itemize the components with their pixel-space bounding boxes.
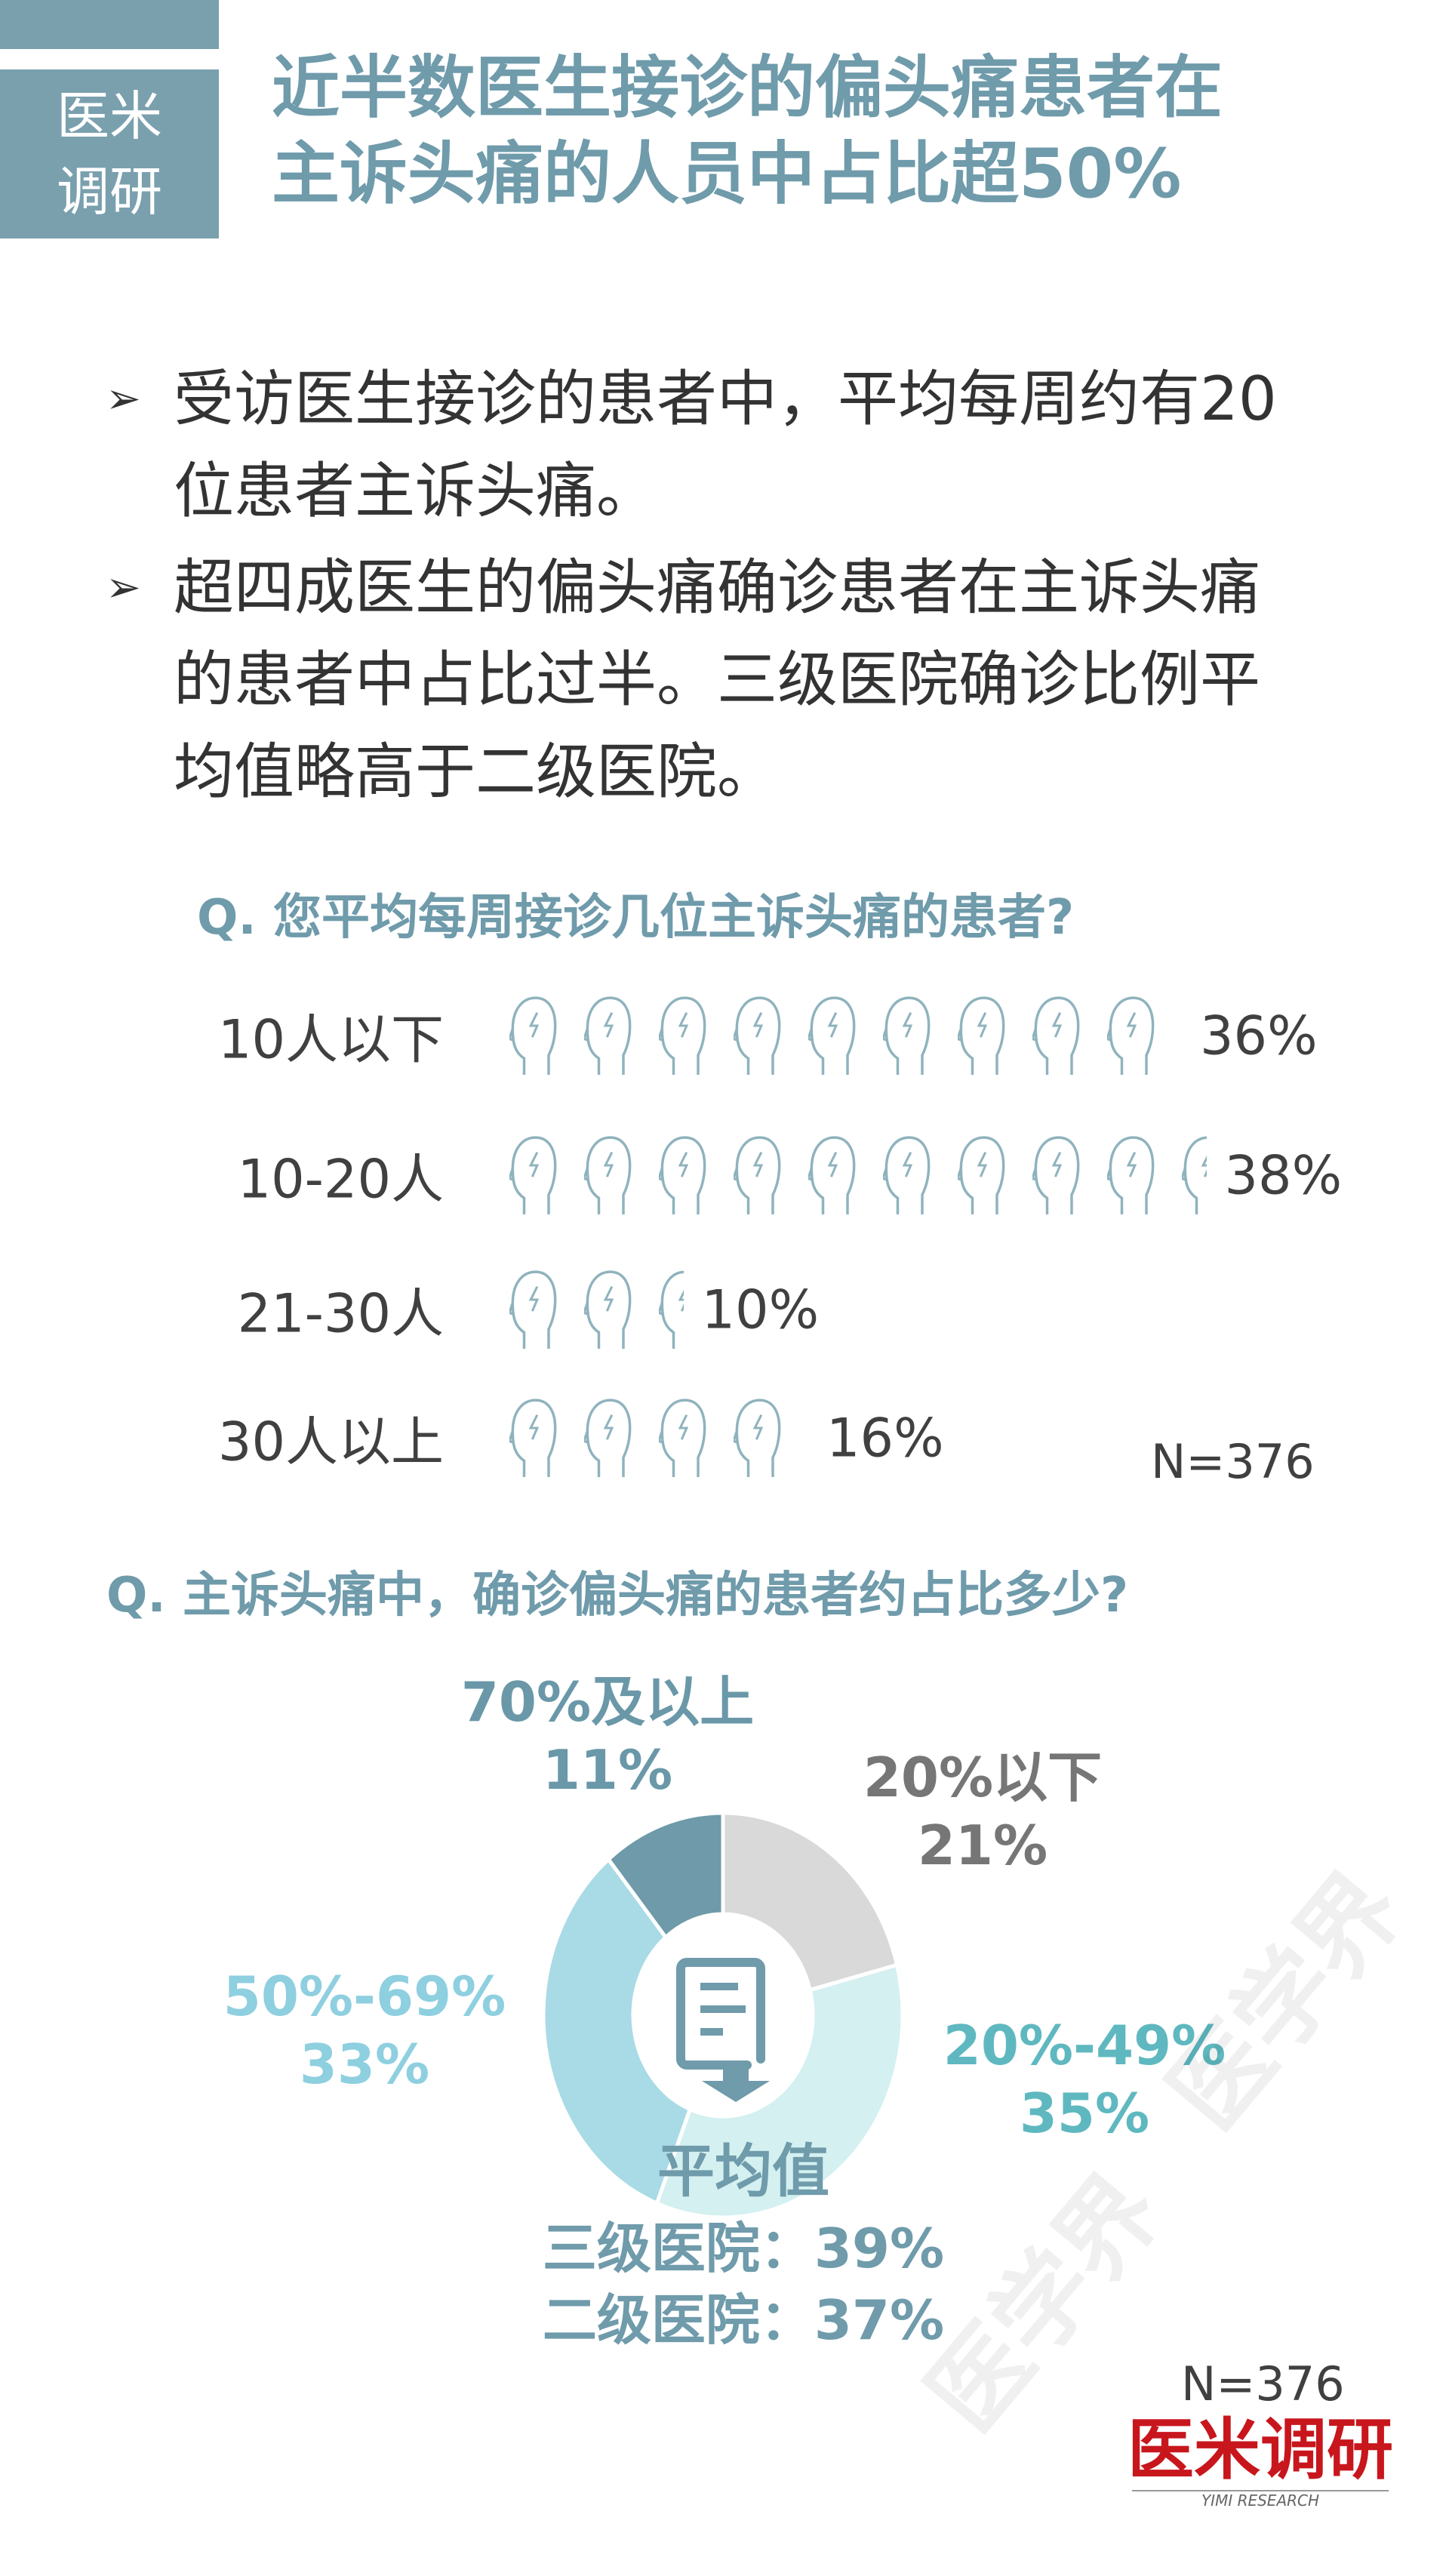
bullet-line: 的患者中占比过半。三级医院确诊比例平 (174, 645, 1260, 715)
head-lightning-icon (659, 1133, 708, 1218)
icon-row: 36% (509, 993, 1318, 1079)
sample-size-1: N=376 (1151, 1434, 1315, 1489)
title-line: 近半数医生接诊的偏头痛患者在 (272, 48, 1223, 128)
top-bar (0, 0, 219, 49)
head-lightning-icon (1032, 1133, 1081, 1218)
page-title: 近半数医生接诊的偏头痛患者在 主诉头痛的人员中占比超50% (272, 45, 1223, 217)
head-lightning-icon (1032, 993, 1081, 1079)
head-lightning-icon (958, 1133, 1007, 1218)
head-lightning-icon (584, 1267, 633, 1353)
slice-value: 33% (299, 2033, 430, 2096)
bullet-line: 位患者主诉头痛。 (174, 456, 657, 526)
slice-name: 70%及以上 (460, 1670, 755, 1734)
head-lightning-icon (509, 1267, 558, 1353)
row-value: 16% (826, 1407, 944, 1469)
row-value: 36% (1200, 1005, 1318, 1066)
head-lightning-icon (584, 1396, 633, 1481)
row-label: 10人以下 (217, 1008, 444, 1071)
row-value: 10% (701, 1279, 820, 1340)
slice-value: 11% (542, 1738, 673, 1802)
head-lightning-icon (1107, 1133, 1156, 1218)
head-lightning-icon (734, 993, 783, 1079)
head-lightning-icon (883, 993, 932, 1079)
head-lightning-icon (883, 1133, 932, 1218)
head-lightning-icon (734, 1133, 783, 1218)
average-secondary: 二级医院：37% (542, 2288, 945, 2352)
bullet-2: ➢ 超四成医生的偏头痛确诊患者在主诉头痛 的患者中占比过半。三级医院确诊比例平 … (106, 542, 1260, 818)
head-lightning-icon (808, 993, 857, 1079)
average-tertiary: 三级医院：39% (542, 2217, 945, 2280)
head-lightning-icon (659, 1267, 684, 1353)
slice-label: 20%以下 21% (863, 1743, 1102, 1879)
question-2: Q. 主诉头痛中，确诊偏头痛的患者约占比多少? (106, 1568, 1129, 1623)
average-title: 平均值 (657, 2137, 829, 2205)
icon-row: 38% (509, 1133, 1342, 1218)
slice-label: 70%及以上 11% (461, 1668, 754, 1804)
slice-value: 35% (1019, 2082, 1150, 2145)
head-lightning-icon (1182, 1133, 1207, 1218)
slice-name: 50%-69% (223, 1965, 506, 2028)
tag-line: 调研 (57, 161, 162, 223)
slice-name: 20%以下 (863, 1746, 1103, 1809)
row-label: 21-30人 (237, 1282, 444, 1345)
donut-slice (721, 1811, 900, 1993)
head-lightning-icon (734, 1396, 783, 1481)
logo-subtext: YIMI RESEARCH (1132, 2490, 1389, 2510)
document-icon (676, 1958, 765, 2070)
section-tag: 医米 调研 (0, 69, 219, 239)
slice-value: 21% (917, 1814, 1048, 1877)
slice-name: 20%-49% (943, 2014, 1226, 2077)
bullet-line: 受访医生接诊的患者中，平均每周约有20 (174, 364, 1277, 434)
down-arrow-icon (702, 2064, 770, 2102)
icon-row: 10% (509, 1267, 819, 1353)
head-lightning-icon (659, 1396, 708, 1481)
row-label: 30人以上 (217, 1411, 444, 1473)
donut-slice (654, 1962, 905, 2220)
bullet-line: 超四成医生的偏头痛确诊患者在主诉头痛 (174, 552, 1260, 623)
logo: 医米调研 YIMI RESEARCH (1117, 2411, 1404, 2510)
logo-text: 医米调研 (1127, 2410, 1393, 2488)
head-lightning-icon (584, 993, 633, 1079)
arrow-bullet-icon: ➢ (106, 374, 141, 423)
head-lightning-icon (509, 1133, 558, 1218)
icon-row: 16% (509, 1396, 944, 1481)
row-value: 38% (1224, 1144, 1343, 1206)
sample-size-2: N=376 (1181, 2356, 1345, 2411)
row-label: 10-20人 (237, 1148, 444, 1211)
tag-line: 医米 (57, 85, 162, 147)
head-lightning-icon (659, 993, 708, 1079)
donut-slice (541, 1856, 693, 2206)
bullet-line: 均值略高于二级医院。 (174, 737, 777, 807)
head-lightning-icon (808, 1133, 857, 1218)
question-1: Q. 您平均每周接诊几位主诉头痛的患者? (197, 890, 1075, 946)
head-lightning-icon (958, 993, 1007, 1079)
bullet-1: ➢ 受访医生接诊的患者中，平均每周约有20 位患者主诉头痛。 (106, 353, 1277, 537)
slice-label: 20%-49% 35% (943, 2011, 1226, 2147)
head-lightning-icon (1107, 993, 1156, 1079)
arrow-bullet-icon: ➢ (106, 563, 141, 612)
title-line: 主诉头痛的人员中占比超50% (272, 134, 1182, 214)
donut-slice (605, 1811, 725, 1940)
head-lightning-icon (509, 1396, 558, 1481)
slice-label: 50%-69% 33% (223, 1962, 506, 2098)
head-lightning-icon (584, 1133, 633, 1218)
head-lightning-icon (509, 993, 558, 1079)
